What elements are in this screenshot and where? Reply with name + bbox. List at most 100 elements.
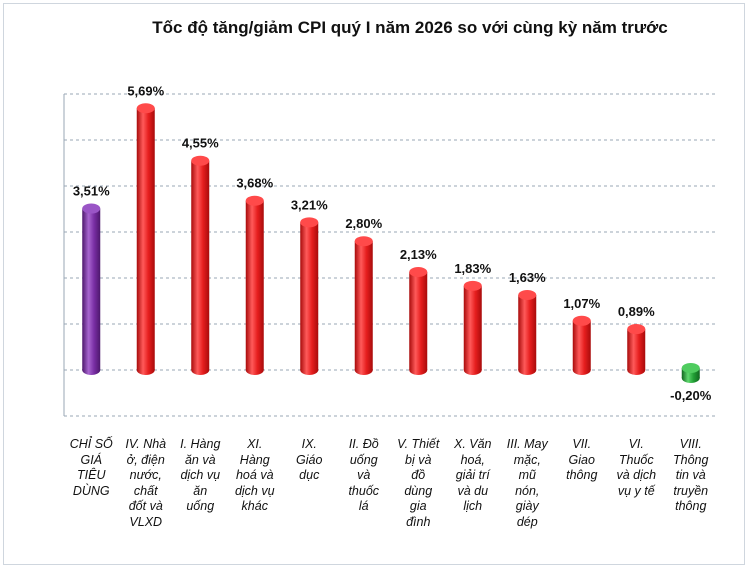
bar — [681, 363, 700, 383]
category-label-line: Thuốc — [618, 452, 654, 467]
category-label-line: nón, — [515, 483, 540, 498]
category-label-line: VIII. — [679, 437, 702, 451]
chart-title: Tốc độ tăng/giảm CPI quý I năm 2026 so v… — [152, 18, 668, 37]
category-label-line: ở, điện — [126, 452, 165, 467]
bar-cap — [681, 363, 700, 373]
bar-body — [136, 108, 155, 370]
category-label-line: thông — [675, 499, 707, 513]
category-label-line: VII. — [572, 437, 592, 451]
gridlines — [64, 93, 718, 417]
category-label-line: III. May — [506, 437, 548, 451]
category-label: CHỈ SỐ GIÁ TIÊU DÙNG — [65, 437, 117, 499]
bar-base — [300, 365, 319, 375]
bar-body — [463, 285, 482, 370]
category-label: IX. Giáo dục — [283, 437, 335, 484]
bar-cap — [354, 236, 373, 247]
category-label-line: truyền — [673, 483, 709, 498]
category-label-line: hoá, — [460, 452, 485, 467]
bar-cap — [300, 217, 319, 228]
data-label: 4,55% — [182, 136, 219, 151]
category-label-line: lá — [358, 499, 369, 513]
category-label-line: và du — [457, 483, 489, 498]
category-label-line: II. Đồ — [348, 437, 379, 451]
category-label-line: GIÁ — [80, 452, 103, 467]
data-label: 2,13% — [400, 247, 437, 262]
bar-cap — [518, 290, 537, 301]
category-label-line: giải trí — [455, 468, 490, 482]
category-label: II. Đồ uống và thuốc lá — [338, 437, 390, 515]
bar-body — [82, 208, 101, 370]
category-label: III. May mặc, mũ nón, giày dép — [501, 437, 553, 530]
data-label: 3,51% — [73, 184, 110, 199]
category-label-line: đình — [406, 514, 431, 529]
category-label-line: chất — [133, 483, 158, 498]
category-label-line: VI. — [628, 437, 644, 451]
bar-base — [245, 365, 264, 375]
bar — [300, 217, 319, 375]
category-label-line: DÙNG — [72, 483, 110, 498]
category-label: X. Văn hoá, giải trí và du lịch — [447, 437, 499, 515]
category-label-line: I. Hàng — [180, 437, 221, 451]
category-label-line: ăn và — [184, 452, 216, 467]
bar-base — [681, 373, 700, 383]
bar-base — [463, 365, 482, 375]
category-label-line: IV. Nhà — [125, 437, 167, 451]
bar-cap — [245, 195, 264, 206]
category-label-line: dép — [516, 514, 538, 529]
bar — [518, 290, 537, 375]
data-label: 3,21% — [291, 197, 328, 212]
category-label-line: mũ — [518, 468, 536, 482]
category-label-line: IX. — [301, 437, 317, 451]
bar — [409, 267, 428, 375]
category-label-line: lịch — [463, 499, 483, 513]
data-label: -0,20% — [670, 388, 712, 403]
bar — [627, 324, 646, 375]
category-label-line: X. Văn — [453, 437, 492, 451]
data-label: 2,80% — [345, 216, 382, 231]
category-label: VII. Giao thông — [556, 437, 608, 484]
category-label-line: VLXD — [129, 514, 163, 529]
bar-cap — [191, 155, 210, 166]
bar — [463, 280, 482, 375]
bar — [245, 195, 264, 375]
category-label-line: Giáo — [296, 452, 323, 467]
category-label-line: dục — [299, 468, 320, 482]
bar-base — [354, 365, 373, 375]
bar-body — [518, 295, 537, 370]
category-label: VIII. Thông tin và truyền thông — [665, 437, 717, 515]
category-label-line: dịch vụ — [180, 468, 221, 482]
data-label: 0,89% — [618, 304, 655, 319]
category-label-line: nước, — [129, 468, 162, 482]
category-label: I. Hàng ăn và dịch vụ ăn uống — [174, 437, 226, 515]
bar-base — [572, 365, 591, 375]
category-label-line: tin và — [675, 468, 706, 482]
bar-cap — [463, 280, 482, 291]
category-label-line: Thông — [673, 452, 709, 467]
category-label: V. Thiết bị và đồ dùng gia đình — [392, 437, 444, 530]
bar-body — [354, 241, 373, 370]
category-label-line: V. Thiết — [397, 437, 440, 451]
category-label-line: thông — [566, 468, 598, 482]
data-label: 1,63% — [509, 270, 546, 285]
category-label-line: Giao — [568, 452, 595, 467]
category-label: IV. Nhà ở, điện nước, chất đốt và VLXD — [120, 437, 172, 530]
data-label: 5,69% — [127, 83, 164, 98]
category-label-line: bị và — [405, 452, 432, 467]
category-label-line: đốt và — [128, 499, 163, 513]
bar-body — [572, 320, 591, 370]
bar-base — [518, 365, 537, 375]
bar-cap — [627, 324, 646, 335]
bar-base — [191, 365, 210, 375]
category-label-line: vụ y tế — [617, 483, 655, 498]
category-label-line: thuốc — [348, 483, 380, 498]
category-label-line: hoá và — [235, 468, 274, 482]
bar-body — [245, 200, 264, 370]
category-label-line: ăn — [193, 483, 208, 498]
bar-base — [409, 365, 428, 375]
category-label-line: gia — [409, 499, 427, 513]
category-label-line: dịch vụ — [234, 483, 275, 498]
data-label: 3,68% — [236, 176, 273, 191]
bar — [354, 236, 373, 375]
bar — [82, 203, 101, 375]
